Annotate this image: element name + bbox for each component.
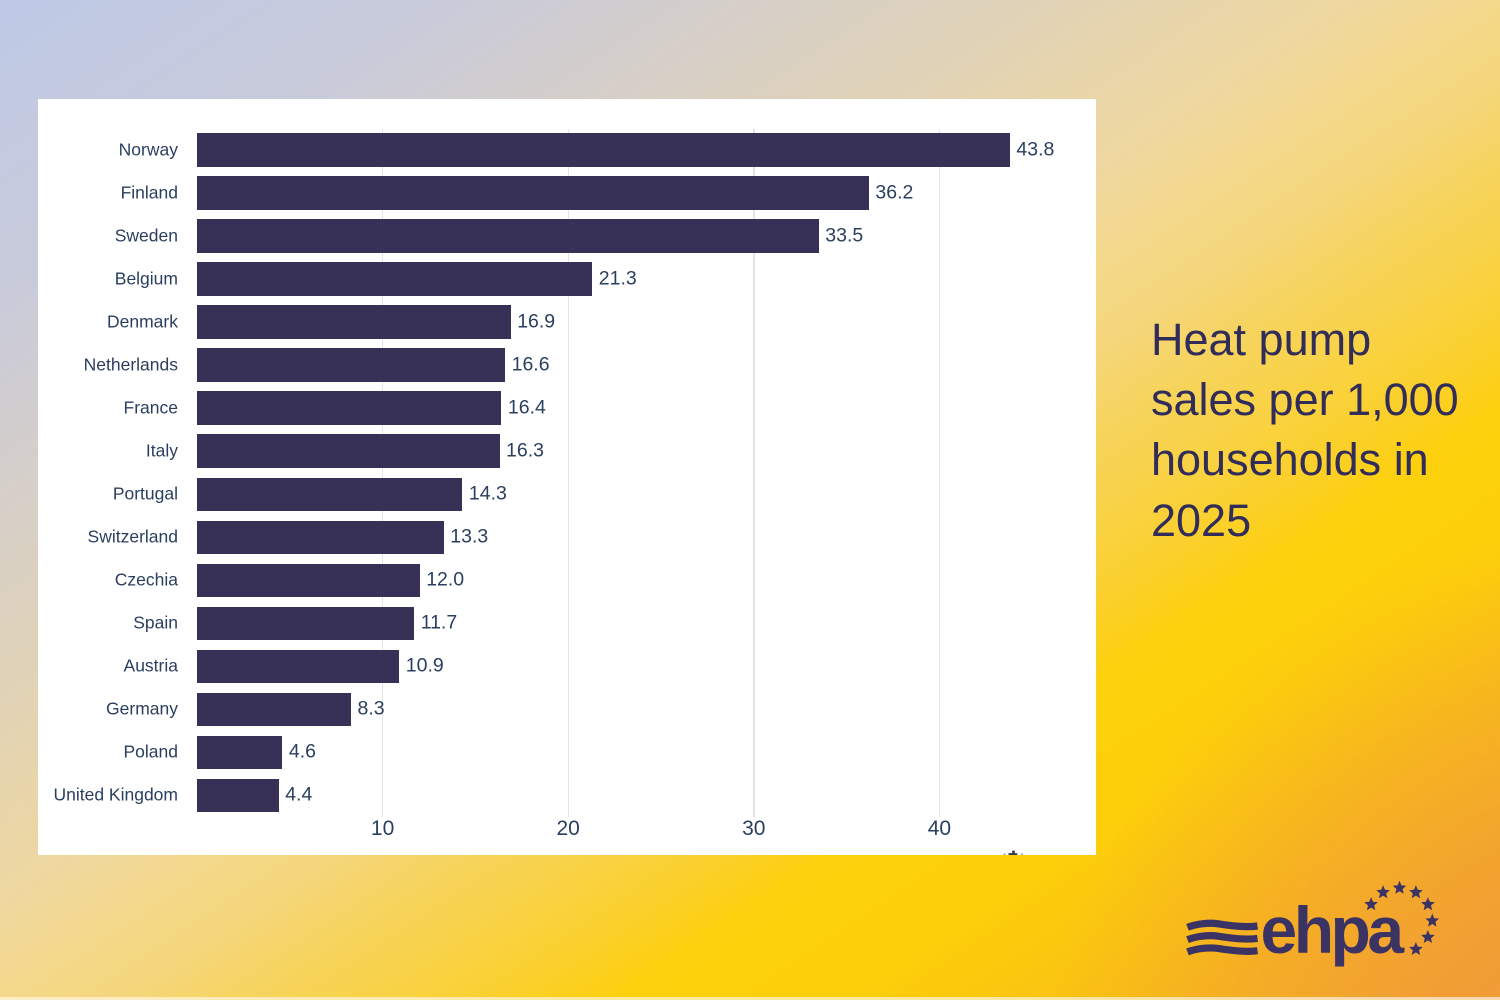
svg-text:ehpa: ehpa	[1261, 893, 1406, 967]
